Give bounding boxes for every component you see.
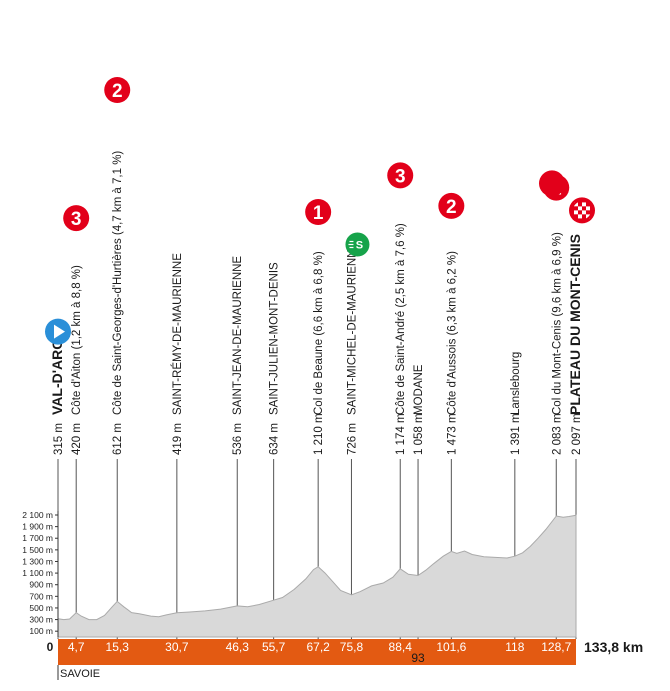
kom-category-number: 2 (112, 81, 123, 102)
elevation-profile (57, 514, 577, 638)
kom-category-icon: 2 (104, 77, 131, 103)
point-altitude: 2 097 m (571, 413, 583, 455)
elevation-tick-label: 900 m (29, 580, 53, 590)
point-altitude: 1 391 m (510, 413, 522, 455)
point-label-1: 420 m Côte d'Aiton (1,2 km à 8,8 %) (71, 265, 83, 455)
point-name: PLATEAU DU MONT-CENIS (567, 234, 583, 415)
route-icons: 321S321 (45, 77, 595, 345)
point-name: Côte d'Aiton (1,2 km à 8,8 %) (71, 265, 83, 415)
point-name: SAINT-RÉMY-DE-MAURIENNE (171, 253, 184, 415)
total-distance-label: 133,8 km (584, 639, 643, 655)
kom-category-icon: 3 (387, 162, 414, 189)
point-label-2: 612 m Côte de Saint-Georges-d'Hurtières (… (112, 151, 124, 455)
kom-category-number: 2 (446, 197, 457, 218)
km-label: 0 (47, 640, 54, 654)
point-altitude: 1 473 m (446, 413, 458, 455)
point-altitude: 315 m (53, 423, 65, 455)
km-label: 55,7 (262, 640, 286, 654)
point-name: Col de Beaune (6,6 km à 6,8 %) (313, 251, 325, 415)
point-name: Côte de Saint-André (2,5 km à 7,6 %) (395, 223, 407, 415)
kom-category-number: 3 (395, 166, 406, 187)
kom-category-icon: 2 (438, 192, 465, 219)
point-altitude: 726 m (346, 423, 358, 455)
point-label-0: 315 m VAL-D'ARC (49, 340, 65, 455)
point-name: VAL-D'ARC (49, 340, 65, 415)
sprint-letter: S (356, 240, 363, 252)
point-label-5: 634 m SAINT-JULIEN-MONT-DENIS (269, 262, 281, 455)
elevation-tick-label: 300 m (29, 615, 53, 625)
sprint-icon: S (345, 232, 370, 257)
point-altitude: 612 m (112, 423, 124, 455)
point-label-4: 536 m SAINT-JEAN-DE-MAURIENNE (232, 256, 244, 455)
profile-area (57, 514, 577, 638)
point-altitude: 634 m (269, 423, 281, 455)
point-name: SAINT-MICHEL-DE-MAURIENNE (346, 242, 358, 415)
elevation-tick-label: 500 m (29, 603, 53, 613)
point-name: Côte d'Aussois (6,3 km à 6,2 %) (446, 251, 458, 415)
point-label-3: 419 m SAINT-RÉMY-DE-MAURIENNE (171, 253, 184, 455)
elevation-tick-label: 2 100 m (22, 510, 53, 520)
point-altitude: 536 m (232, 423, 244, 455)
kom-category-icon: 1 (305, 199, 332, 225)
elevation-tick-label: 100 m (29, 626, 53, 636)
point-name: Lanslebourg (510, 352, 522, 415)
point-altitude: 420 m (71, 423, 83, 455)
point-altitude: 2 083 m (551, 413, 563, 455)
elevation-tick-label: 1 900 m (22, 522, 53, 532)
km-label: 101,6 (436, 640, 466, 654)
km-label: 88,4 (389, 640, 413, 654)
elevation-tick-label: 1 300 m (22, 556, 53, 566)
km-label: 75,8 (340, 640, 364, 654)
start-icon (45, 318, 71, 345)
km-label: 128,7 (541, 640, 571, 654)
km-label: 93 (411, 651, 425, 665)
point-altitude: 419 m (172, 423, 184, 455)
kom-category-number: 1 (313, 203, 324, 224)
distance-bar-fill (58, 639, 576, 665)
finish-flag-icon (569, 197, 595, 224)
point-label-7: 726 m SAINT-MICHEL-DE-MAURIENNE (346, 242, 358, 455)
route-labels: 315 m VAL-D'ARC 420 m Côte d'Aiton (1,2 km … (49, 151, 583, 455)
km-label: 67,2 (306, 640, 330, 654)
elevation-tick-label: 1 700 m (22, 533, 53, 543)
elevation-tick-label: 700 m (29, 591, 53, 601)
point-altitude: 1 210 m (313, 413, 325, 455)
km-label: 15,3 (106, 640, 130, 654)
kom-category-number: 3 (71, 209, 82, 230)
km-label: 46,3 (226, 640, 250, 654)
point-name: SAINT-JEAN-DE-MAURIENNE (232, 256, 244, 415)
km-label: 4,7 (68, 640, 85, 654)
point-altitude: 1 058 m (413, 413, 425, 455)
distance-bar: 0 4,7 15,3 30,7 46,3 55,7 67,2 75,8 88,493 101,6 1… (47, 639, 576, 680)
km-label: 118 (505, 640, 524, 654)
region-label: SAVOIE (60, 668, 100, 680)
point-name: MODANE (413, 364, 425, 415)
point-name: SAINT-JULIEN-MONT-DENIS (269, 262, 281, 415)
km-label: 30,7 (165, 640, 189, 654)
elevation-scale: 2 100 m 1 900 m1 700 m 1 500 m1 300 m 1 100… (22, 510, 59, 637)
kom-category-icon (539, 170, 565, 197)
elevation-tick-label: 1 500 m (22, 545, 53, 555)
point-name: Col du Mont-Cenis (9,6 km à 6,9 %) (551, 232, 563, 415)
kom-category-icon: 3 (63, 205, 90, 232)
elevation-tick-label: 1 100 m (22, 568, 53, 578)
point-name: Côte de Saint-Georges-d'Hurtières (4,7 k… (112, 151, 124, 415)
point-altitude: 1 174 m (395, 413, 407, 455)
